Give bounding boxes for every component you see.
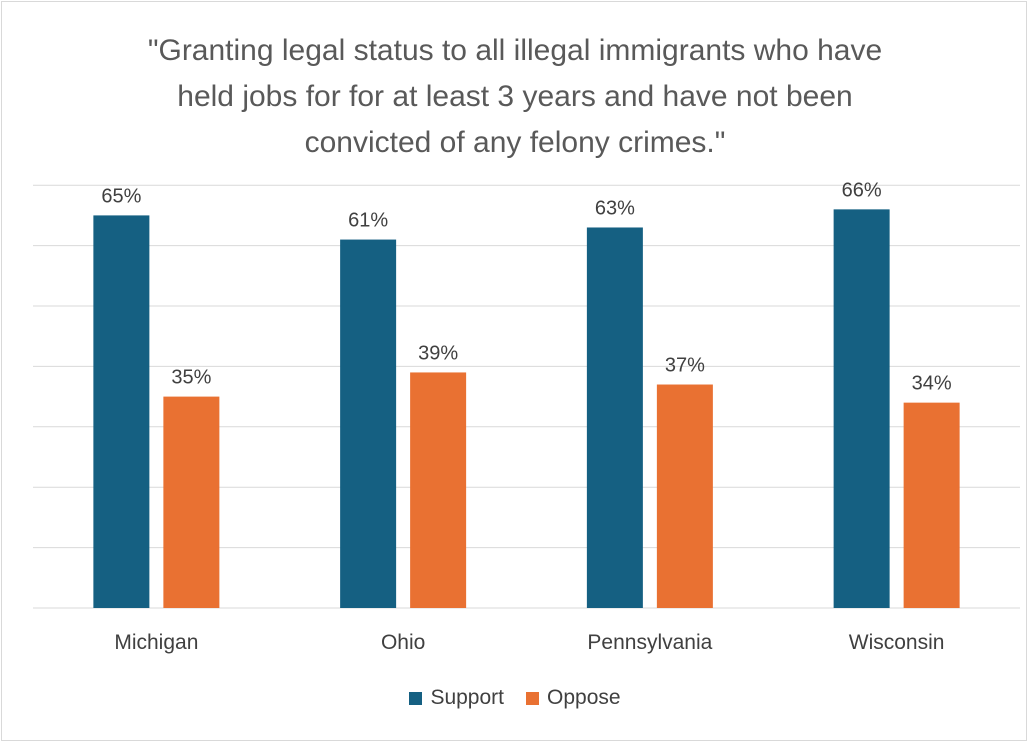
chart-title-line-3: convicted of any felony crimes." <box>304 126 726 159</box>
chart-title: "Granting legal status to all illegal im… <box>0 28 1030 166</box>
data-label-oppose-michigan: 35% <box>171 367 211 389</box>
bar-support-pennsylvania <box>586 227 643 609</box>
x-tick-label: Ohio <box>381 631 425 654</box>
chart-title-line-2: held jobs for for at least 3 years and h… <box>177 80 853 113</box>
data-label-oppose-ohio: 39% <box>418 342 458 364</box>
legend-label-oppose: Oppose <box>547 686 621 709</box>
bar-support-wisconsin <box>833 209 890 609</box>
data-label-support-wisconsin: 66% <box>842 179 882 201</box>
data-label-support-michigan: 65% <box>101 185 141 207</box>
x-tick-label: Wisconsin <box>849 631 945 654</box>
data-label-support-pennsylvania: 63% <box>595 197 635 219</box>
bar-oppose-ohio <box>410 372 467 608</box>
bar-oppose-wisconsin <box>903 402 960 608</box>
bar-oppose-michigan <box>163 396 220 608</box>
bar-support-ohio <box>340 239 397 608</box>
data-label-oppose-wisconsin: 34% <box>912 373 952 395</box>
bar-oppose-pennsylvania <box>656 384 713 608</box>
chart-title-line-1: "Granting legal status to all illegal im… <box>147 34 883 67</box>
legend-label-support: Support <box>430 686 504 709</box>
bar-support-michigan <box>93 215 150 608</box>
x-tick-label: Michigan <box>114 631 198 654</box>
legend: Support Oppose <box>0 686 1030 710</box>
data-label-oppose-pennsylvania: 37% <box>665 355 705 377</box>
x-tick-label: Pennsylvania <box>587 631 712 654</box>
data-label-support-ohio: 61% <box>348 210 388 232</box>
legend-item-oppose: Oppose <box>526 686 621 710</box>
legend-swatch-support <box>409 691 423 705</box>
legend-swatch-oppose <box>526 691 539 705</box>
legend-item-support: Support <box>409 686 504 710</box>
